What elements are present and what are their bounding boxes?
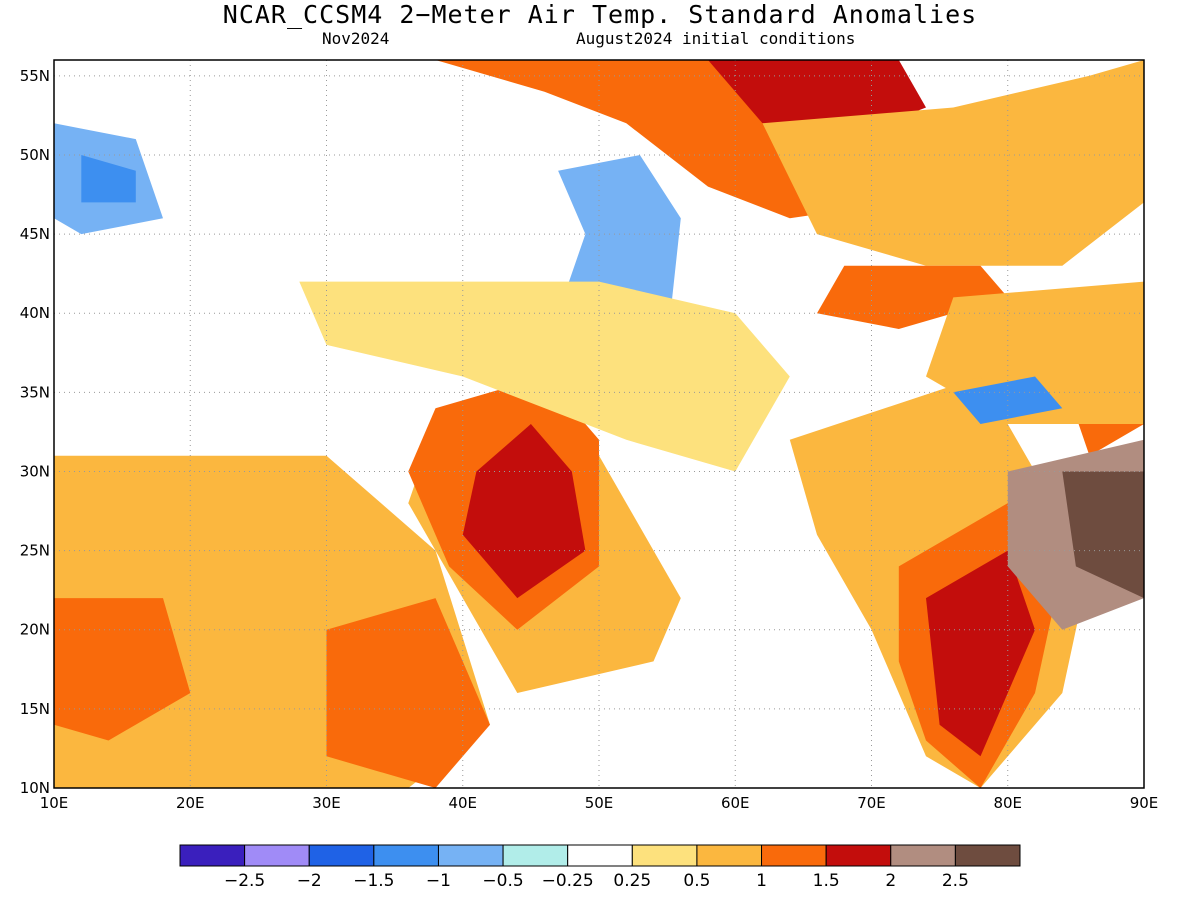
anomaly-region-sudan-hot bbox=[326, 598, 490, 788]
colorbar-swatch bbox=[373, 844, 439, 867]
colorbar-swatch bbox=[308, 844, 375, 867]
colorbar-swatch bbox=[761, 844, 827, 867]
colorbar-swatch bbox=[179, 844, 246, 867]
lat-tick-label: 55N bbox=[20, 67, 50, 85]
colorbar-swatch bbox=[890, 844, 956, 867]
lat-tick-label: 20N bbox=[20, 621, 50, 639]
anomaly-region-kazakhstan-east bbox=[762, 60, 1144, 266]
lat-tick-label: 15N bbox=[20, 700, 50, 718]
anomaly-region-europe-cold bbox=[81, 155, 136, 203]
colorbar-label: 2 bbox=[885, 871, 896, 891]
colorbar-label: −1 bbox=[426, 871, 451, 891]
lon-tick-label: 70E bbox=[857, 794, 886, 812]
lat-tick-label: 40N bbox=[20, 304, 50, 322]
colorbar-label: −2.5 bbox=[224, 871, 265, 891]
colorbar-swatch bbox=[631, 844, 698, 867]
colorbar-swatch bbox=[696, 844, 763, 867]
colorbar: −2.5 −2 −1.5 −1 −0.5 −0.25 0.25 0.5 1 1.5 2 2.5 bbox=[179, 844, 1021, 891]
lon-tick-label: 40E bbox=[448, 794, 477, 812]
colorbar-swatch bbox=[954, 844, 1021, 867]
colorbar-swatch bbox=[437, 844, 504, 867]
colorbar-label: 0.5 bbox=[683, 871, 710, 891]
anomaly-region-sahel-hot bbox=[54, 598, 191, 741]
colorbar-label: −1.5 bbox=[353, 871, 394, 891]
colorbar-swatch bbox=[825, 844, 892, 867]
lon-tick-label: 60E bbox=[721, 794, 750, 812]
lat-tick-label: 30N bbox=[20, 462, 50, 480]
anomaly-region-bengal-core bbox=[1062, 471, 1144, 599]
colorbar-swatch bbox=[567, 844, 633, 867]
lat-tick-label: 25N bbox=[20, 542, 50, 560]
colorbar-swatch bbox=[244, 844, 310, 867]
lon-tick-label: 30E bbox=[312, 794, 341, 812]
lat-tick-label: 50N bbox=[20, 146, 50, 164]
colorbar-label: 1 bbox=[756, 871, 767, 891]
lat-tick-label: 10N bbox=[20, 779, 50, 797]
lon-tick-label: 20E bbox=[176, 794, 205, 812]
colorbar-label: −0.25 bbox=[542, 871, 594, 891]
map-frame bbox=[53, 59, 1145, 789]
lon-tick-label: 80E bbox=[993, 794, 1022, 812]
anomaly-region-arabia-core bbox=[462, 424, 586, 599]
lon-tick-label: 50E bbox=[585, 794, 614, 812]
colorbar-label: 1.5 bbox=[813, 871, 840, 891]
forecast-month: Nov2024 bbox=[322, 29, 390, 48]
colorbar-swatch bbox=[502, 844, 569, 867]
lon-tick-label: 90E bbox=[1130, 794, 1159, 812]
chart-title: NCAR_CCSM4 2−Meter Air Temp. Standard An… bbox=[222, 0, 978, 29]
initial-conditions: August2024 initial conditions bbox=[576, 29, 856, 48]
anomaly-region-mid-east-warm bbox=[299, 281, 790, 472]
lat-tick-label: 35N bbox=[20, 383, 50, 401]
colorbar-label: 0.25 bbox=[613, 871, 651, 891]
colorbar-label: 2.5 bbox=[942, 871, 969, 891]
colorbar-label: −2 bbox=[297, 871, 322, 891]
lat-tick-label: 45N bbox=[20, 225, 50, 243]
anomaly-region-india-core bbox=[926, 550, 1035, 757]
colorbar-label: −0.5 bbox=[482, 871, 523, 891]
lon-tick-label: 10E bbox=[40, 794, 69, 812]
